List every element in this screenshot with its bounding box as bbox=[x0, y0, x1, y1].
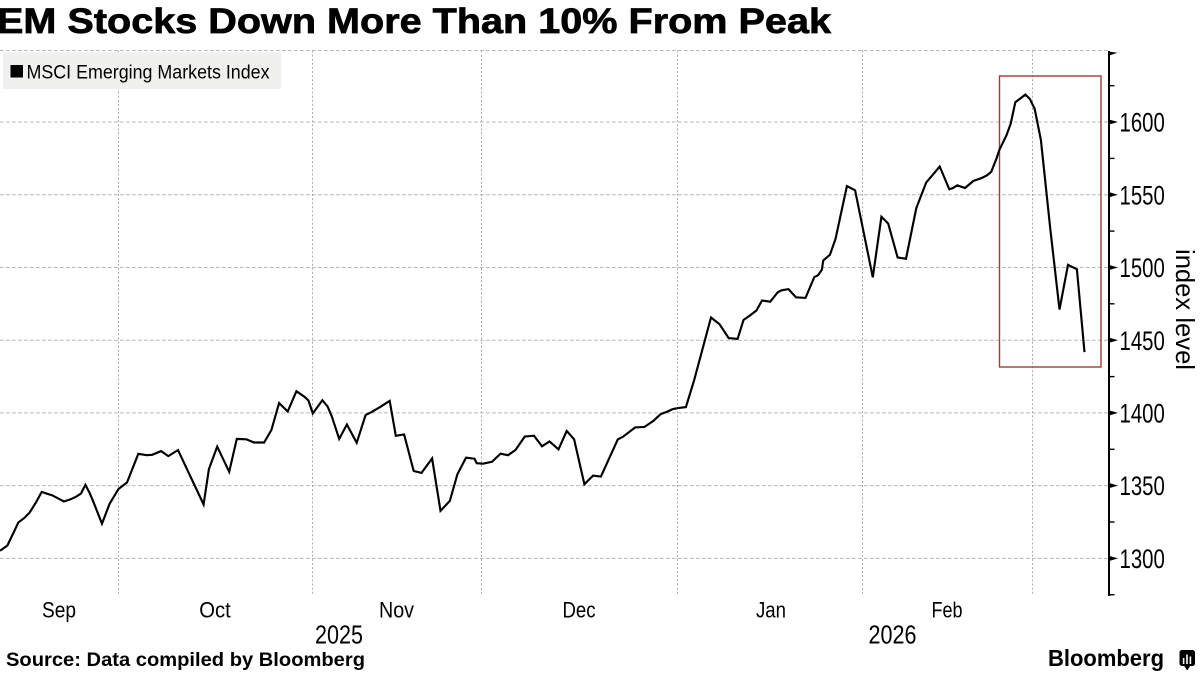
svg-text:2026: 2026 bbox=[869, 620, 917, 650]
svg-text:index level: index level bbox=[1170, 249, 1200, 370]
svg-text:Oct: Oct bbox=[199, 598, 231, 623]
svg-text:Bloomberg: Bloomberg bbox=[1048, 645, 1164, 671]
svg-text:1450: 1450 bbox=[1120, 326, 1165, 356]
svg-text:1550: 1550 bbox=[1120, 180, 1165, 210]
svg-text:Jan: Jan bbox=[756, 598, 786, 623]
svg-text:Source: Data compiled by Bloom: Source: Data compiled by Bloomberg bbox=[6, 649, 365, 671]
svg-text:MSCI Emerging Markets Index: MSCI Emerging Markets Index bbox=[27, 62, 270, 84]
svg-text:Dec: Dec bbox=[563, 598, 596, 623]
svg-text:1300: 1300 bbox=[1120, 544, 1165, 574]
svg-text:1350: 1350 bbox=[1120, 471, 1165, 501]
svg-text:Feb: Feb bbox=[932, 598, 963, 623]
svg-text:1500: 1500 bbox=[1120, 253, 1165, 283]
svg-text:2025: 2025 bbox=[315, 620, 363, 650]
svg-text:1400: 1400 bbox=[1120, 399, 1165, 429]
svg-text:EM Stocks Down More Than 10% F: EM Stocks Down More Than 10% From Peak bbox=[0, 2, 832, 41]
svg-text:1600: 1600 bbox=[1120, 108, 1165, 138]
svg-text:Nov: Nov bbox=[379, 598, 414, 623]
svg-text:Sep: Sep bbox=[42, 598, 76, 623]
